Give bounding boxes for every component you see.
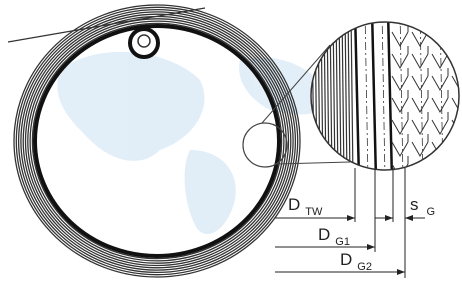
label-subscript: G2 — [357, 261, 372, 273]
detail-bg — [300, 10, 462, 180]
label-subscript: G — [427, 206, 436, 218]
dimension-label: D TW — [288, 195, 323, 218]
chevron — [412, 164, 428, 178]
chevron — [432, 164, 448, 178]
label-symbol: D — [318, 225, 330, 244]
leader-line — [277, 162, 350, 164]
label-subscript: TW — [305, 206, 323, 218]
chevron — [432, 186, 448, 200]
chevron — [452, 142, 462, 156]
label-symbol: s — [410, 195, 419, 214]
chevron — [452, 54, 462, 68]
chevron — [452, 10, 462, 24]
chevron — [452, 164, 462, 178]
label-symbol: D — [288, 195, 300, 214]
chevron — [392, 186, 408, 200]
chevron — [452, 186, 462, 200]
dimension-label: D G1 — [318, 225, 350, 248]
gasket-diagram: D TW D G1 D G2 sG — [0, 0, 462, 284]
chevron — [452, 32, 462, 46]
chevron — [412, 10, 428, 24]
spiral-start-inner — [138, 35, 150, 47]
chevron — [432, 10, 448, 24]
dimension-label: D G2 — [340, 250, 372, 273]
magnified-detail — [300, 10, 462, 208]
label-symbol: D — [340, 250, 352, 269]
label-subscript: G1 — [335, 236, 350, 248]
